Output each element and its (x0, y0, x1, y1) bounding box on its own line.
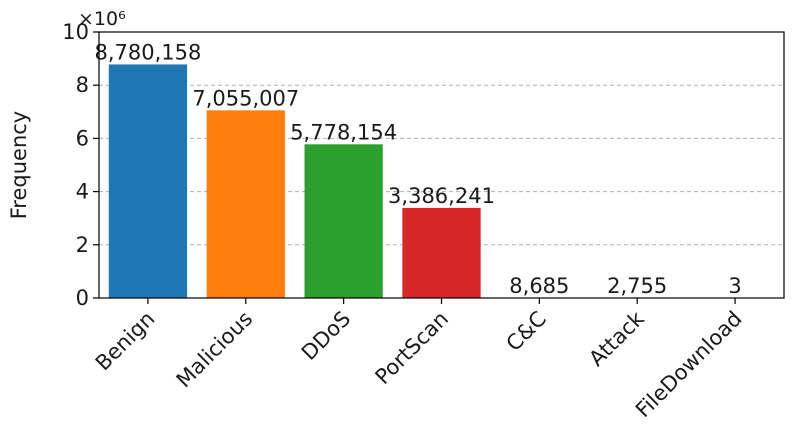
y-tick-label: 8 (76, 73, 89, 97)
bar-value-label: 2,755 (607, 274, 667, 298)
y-tick-label: 4 (76, 180, 89, 204)
bars (108, 64, 775, 298)
y-axis-label: Frequency (7, 111, 31, 220)
y-tick-label: 0 (76, 286, 89, 310)
x-tick-label: DDoS (297, 307, 355, 365)
x-tick-label: Benign (91, 307, 160, 376)
bar-value-label: 5,778,154 (290, 120, 397, 144)
y-axis: 0 2 4 6 8 10 (62, 20, 99, 310)
y-tick-label: 2 (76, 233, 89, 257)
bar (304, 144, 383, 298)
bar-value-label: 7,055,007 (192, 86, 299, 110)
y-tick-label: 6 (76, 126, 89, 150)
bar (108, 64, 188, 298)
y-axis-scale-label: ×10⁶ (78, 8, 126, 30)
y-tick-label: 10 (62, 20, 89, 44)
x-tick-label: C&C (502, 307, 551, 356)
bar (206, 110, 285, 298)
bar-value-label: 3,386,241 (388, 184, 495, 208)
bar-value-label: 8,685 (509, 274, 569, 298)
bar-value-labels: 8,780,158 7,055,007 5,778,154 3,386,241 8,68… (94, 40, 741, 298)
bar-value-label: 8,780,158 (94, 40, 201, 64)
bar (402, 207, 481, 298)
x-axis: Benign Malicious DDoS PortScan C&C AttackFile… (91, 298, 747, 422)
x-tick-label: Attack (584, 306, 649, 371)
bar-value-label: 3 (728, 274, 741, 298)
x-tick-label: PortScan (371, 307, 454, 390)
x-tick-label: Malicious (172, 307, 258, 393)
